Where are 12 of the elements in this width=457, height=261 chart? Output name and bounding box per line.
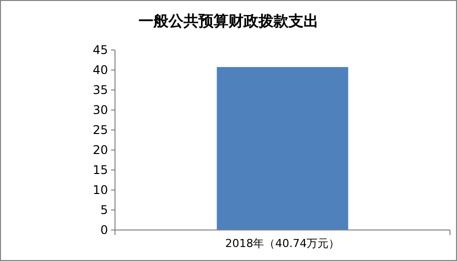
y-tick-label: 0 xyxy=(100,223,108,238)
y-tick-label: 45 xyxy=(92,43,108,58)
y-tick-label: 5 xyxy=(100,203,108,218)
y-tick-label: 40 xyxy=(92,63,108,78)
chart-title: 一般公共预算财政拨款支出 xyxy=(138,12,318,30)
y-tick-label: 35 xyxy=(92,83,108,98)
y-tick-label: 15 xyxy=(92,163,108,178)
y-tick-label: 30 xyxy=(92,103,108,118)
x-tick-label: 2018年（40.74万元） xyxy=(225,237,340,250)
y-tick-label: 10 xyxy=(92,183,108,198)
y-tick-label: 25 xyxy=(92,123,108,138)
y-tick-label: 20 xyxy=(92,143,108,158)
